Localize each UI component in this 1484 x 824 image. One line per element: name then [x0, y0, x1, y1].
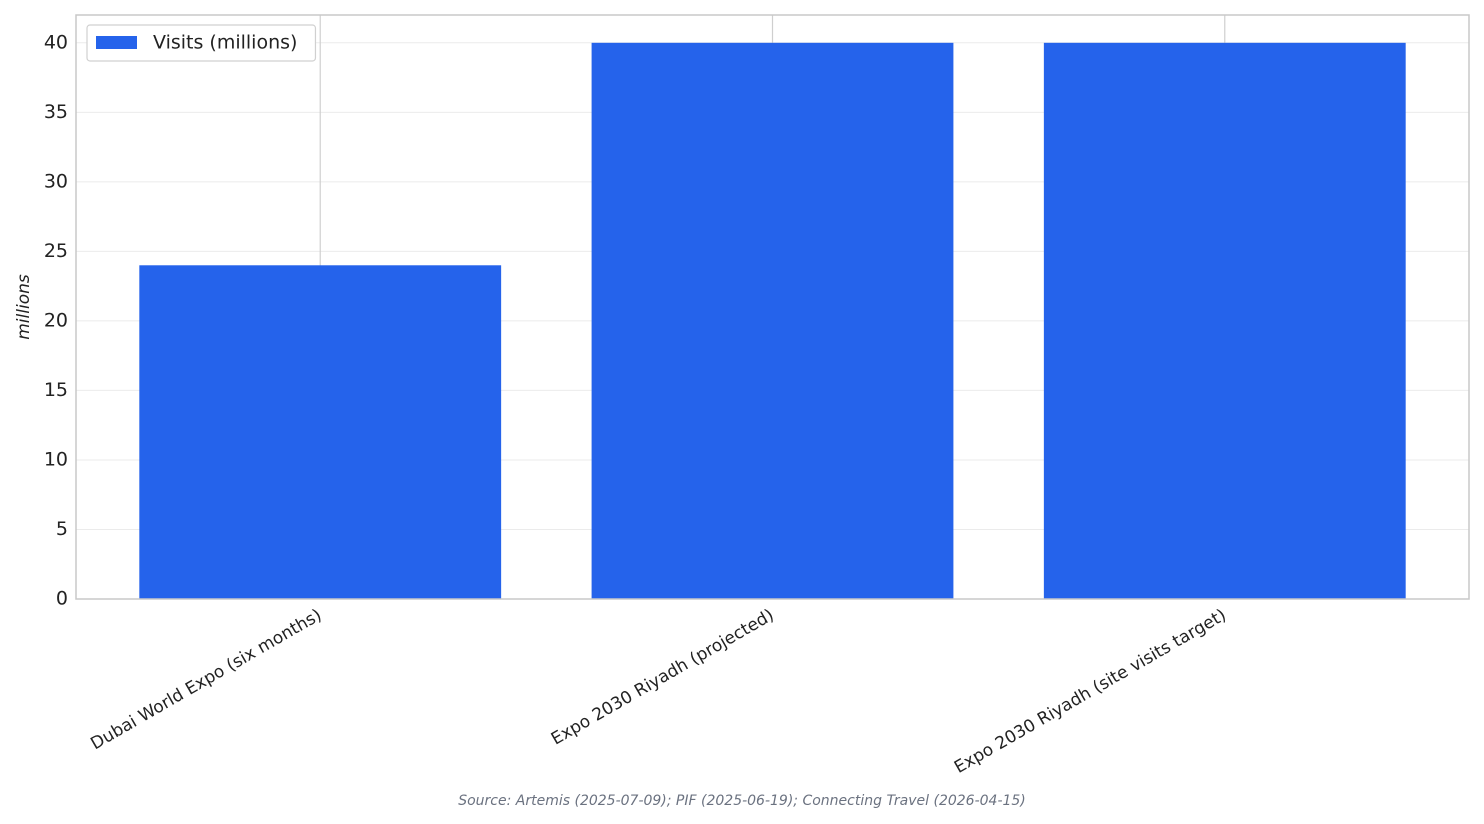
- legend-label: Visits (millions): [153, 32, 297, 54]
- y-tick-label: 20: [44, 309, 68, 331]
- y-axis-label: millions: [14, 274, 34, 340]
- y-tick-label: 10: [44, 448, 68, 470]
- y-tick-label: 40: [44, 31, 68, 53]
- source-note: Source: Artemis (2025-07-09); PIF (2025-…: [458, 793, 1026, 809]
- y-tick-label: 0: [56, 588, 68, 610]
- plot-frame: [75, 14, 1470, 600]
- legend-swatch: [96, 36, 137, 49]
- y-tick-label: 25: [44, 240, 68, 262]
- bar: [1043, 42, 1406, 600]
- bar: [139, 265, 502, 599]
- y-tick-label: 5: [56, 518, 68, 540]
- y-tick-label: 30: [44, 170, 68, 192]
- y-tick-label: 35: [44, 101, 68, 123]
- legend-box: [86, 24, 317, 62]
- y-tick-label: 15: [44, 379, 68, 401]
- bar: [591, 42, 954, 600]
